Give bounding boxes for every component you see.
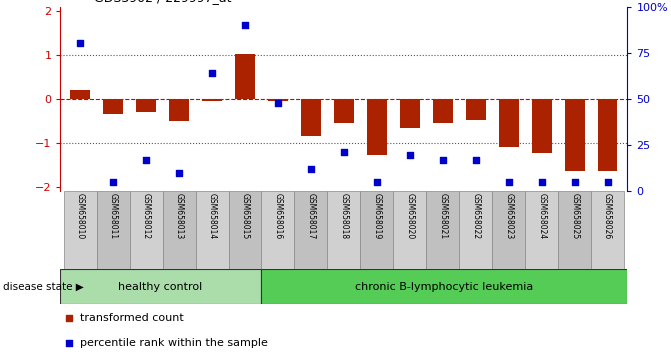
Point xyxy=(437,158,448,163)
Bar xyxy=(591,191,624,269)
Text: GSM658013: GSM658013 xyxy=(174,194,184,240)
Bar xyxy=(493,191,525,269)
Bar xyxy=(262,191,295,269)
Point xyxy=(64,315,74,321)
Bar xyxy=(60,269,260,304)
Bar xyxy=(195,191,229,269)
Text: GSM658026: GSM658026 xyxy=(603,194,612,240)
Bar xyxy=(64,191,97,269)
Bar xyxy=(169,99,189,121)
Point xyxy=(207,70,217,76)
Bar xyxy=(360,191,393,269)
Bar xyxy=(459,191,493,269)
Bar xyxy=(301,99,321,136)
Point xyxy=(174,170,185,176)
Bar xyxy=(97,191,130,269)
Text: GSM658023: GSM658023 xyxy=(504,194,513,240)
Bar xyxy=(327,191,360,269)
Text: GSM658018: GSM658018 xyxy=(340,194,348,240)
Point xyxy=(372,179,382,184)
Bar xyxy=(70,90,90,99)
Text: chronic B-lymphocytic leukemia: chronic B-lymphocytic leukemia xyxy=(355,282,533,292)
Text: disease state ▶: disease state ▶ xyxy=(3,282,84,292)
Point xyxy=(108,179,119,184)
Text: GSM658012: GSM658012 xyxy=(142,194,150,240)
Point xyxy=(603,179,613,184)
Text: GSM658019: GSM658019 xyxy=(372,194,381,240)
Bar xyxy=(400,99,419,127)
Point xyxy=(569,179,580,184)
Bar xyxy=(558,191,591,269)
Bar xyxy=(525,191,558,269)
Bar xyxy=(565,99,584,171)
Bar xyxy=(499,99,519,147)
Bar xyxy=(229,191,262,269)
Text: GSM658014: GSM658014 xyxy=(207,194,217,240)
Text: transformed count: transformed count xyxy=(81,313,184,323)
Bar xyxy=(598,99,617,171)
Point xyxy=(141,158,152,163)
Text: GSM658024: GSM658024 xyxy=(537,194,546,240)
Point xyxy=(470,158,481,163)
Bar xyxy=(295,191,327,269)
Bar xyxy=(426,191,459,269)
Point xyxy=(338,149,349,155)
Text: GSM658020: GSM658020 xyxy=(405,194,414,240)
Bar xyxy=(532,99,552,153)
Text: GSM658022: GSM658022 xyxy=(471,194,480,240)
Bar xyxy=(260,269,627,304)
Bar xyxy=(162,191,195,269)
Text: GDS3902 / 229997_at: GDS3902 / 229997_at xyxy=(94,0,231,4)
Text: GSM658015: GSM658015 xyxy=(240,194,250,240)
Bar xyxy=(334,99,354,123)
Bar xyxy=(466,99,486,120)
Text: GSM658017: GSM658017 xyxy=(307,194,315,240)
Text: GSM658010: GSM658010 xyxy=(76,194,85,240)
Text: percentile rank within the sample: percentile rank within the sample xyxy=(81,338,268,348)
Text: GSM658011: GSM658011 xyxy=(109,194,117,240)
Bar xyxy=(393,191,426,269)
Point xyxy=(503,179,514,184)
Bar xyxy=(433,99,453,123)
Bar xyxy=(235,55,255,99)
Bar xyxy=(130,191,162,269)
Point xyxy=(74,40,85,46)
Bar xyxy=(136,99,156,112)
Text: healthy control: healthy control xyxy=(118,282,203,292)
Text: GSM658016: GSM658016 xyxy=(274,194,282,240)
Point xyxy=(64,340,74,346)
Bar xyxy=(103,99,123,114)
Point xyxy=(240,23,250,28)
Bar xyxy=(367,99,386,155)
Point xyxy=(536,179,547,184)
Text: GSM658021: GSM658021 xyxy=(438,194,448,240)
Bar xyxy=(202,99,222,101)
Point xyxy=(305,166,316,172)
Bar xyxy=(268,99,288,101)
Point xyxy=(405,152,415,158)
Point xyxy=(272,100,283,105)
Text: GSM658025: GSM658025 xyxy=(570,194,579,240)
